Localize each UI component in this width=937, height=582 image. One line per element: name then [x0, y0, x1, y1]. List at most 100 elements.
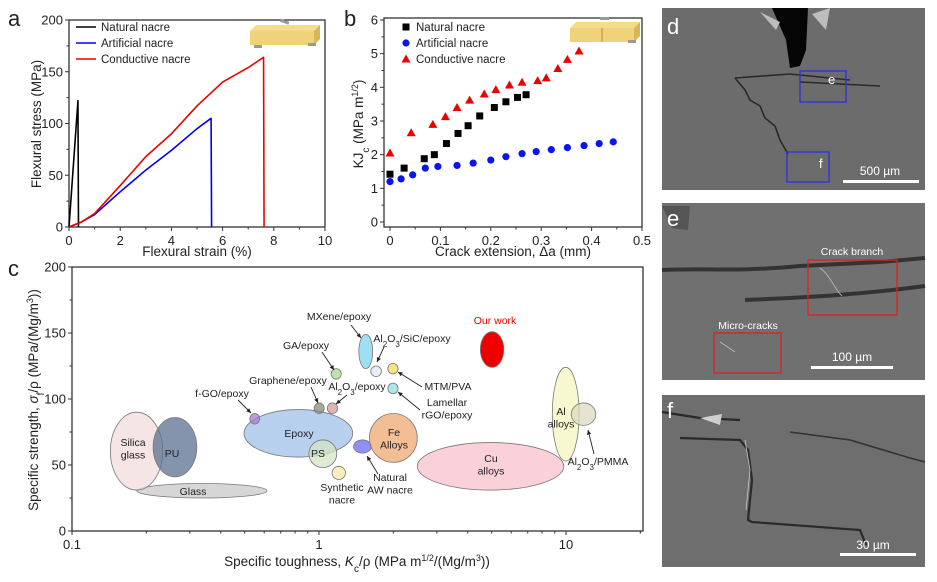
- y-tick-label: 100: [44, 392, 66, 407]
- data-point-square: [454, 129, 462, 137]
- region-graphene: [313, 402, 325, 414]
- arrow-head-icon: [398, 372, 403, 377]
- y-axis-label: Flexural stress (MPa): [29, 60, 44, 188]
- data-point-circle: [434, 162, 442, 171]
- x-tick-label: 10: [559, 537, 573, 552]
- legend-label: Natural nacre: [101, 22, 170, 34]
- data-point-circle: [502, 153, 510, 161]
- data-point-triangle: [574, 46, 584, 55]
- notched-beam-icon: [570, 17, 640, 43]
- data-point-triangle: [428, 119, 438, 128]
- region-label-ourwork: Our work: [474, 315, 517, 327]
- y-tick-label: 50: [49, 168, 63, 183]
- x-tick-label: 0: [386, 233, 393, 248]
- plot-frame: [383, 17, 643, 228]
- y-tick-label: 0: [56, 220, 63, 235]
- data-point-square: [400, 164, 408, 172]
- scale-bar-label: 100 µm: [832, 350, 872, 364]
- y-tick-label: 4: [371, 80, 378, 95]
- x-tick-label: 0.2: [482, 233, 500, 248]
- legend: Natural nacre Artificial nacre Conductive …: [76, 22, 191, 66]
- scale-bar: [811, 366, 893, 369]
- panel-label-f: f: [667, 398, 674, 423]
- region-label-mxene: MXene/epoxy: [307, 311, 372, 323]
- scale-bar-label: 30 µm: [856, 538, 890, 552]
- data-point-triangle: [562, 54, 572, 63]
- y-tick-label: 100: [41, 116, 63, 131]
- x-tick-label: 0.3: [532, 233, 550, 248]
- region-label-glass: Glass: [180, 486, 207, 498]
- region-label-fe: Fe Alloys: [380, 427, 408, 452]
- data-point-circle: [532, 148, 540, 156]
- sem-image-e: e Crack branch Micro-cracks 100 µm: [661, 203, 926, 380]
- y-tick-label: 150: [41, 64, 63, 79]
- panel-label-e: e: [667, 206, 679, 231]
- data-point-triangle: [541, 73, 551, 82]
- inset-box-f: [786, 151, 830, 183]
- arrow-head-icon: [356, 333, 361, 338]
- data-point-triangle: [406, 128, 416, 137]
- region-label-mtm: MTM/PVA: [424, 381, 471, 393]
- region-label-synthetic: Synthetic nacre: [320, 482, 363, 507]
- data-point-triangle: [401, 54, 411, 63]
- region-mtm: [387, 362, 399, 375]
- x-axis-label: Flexural strain (%): [142, 244, 252, 259]
- y-tick-label: 0: [59, 524, 66, 539]
- scale-bar: [843, 180, 919, 183]
- region-ga: [330, 368, 342, 380]
- y-tick-label: 200: [44, 260, 66, 275]
- data-point-square: [502, 98, 510, 106]
- arrow-head-icon: [336, 399, 341, 404]
- series-artificial-nacre: [386, 138, 617, 186]
- arrow-head-icon: [329, 365, 334, 370]
- region-ourwork: [479, 331, 505, 368]
- legend-label: Conductive nacre: [416, 54, 506, 66]
- panel-label-c: c: [8, 256, 19, 281]
- region-al2o3pmma: [570, 402, 597, 426]
- legend: Natural nacre Artificial nacre Conductive …: [401, 22, 506, 66]
- data-point-square: [522, 91, 530, 99]
- arrow-head-icon: [376, 357, 381, 362]
- y-tick-label: 3: [371, 113, 378, 128]
- data-point-circle: [487, 156, 495, 164]
- arrow-head-icon: [367, 456, 372, 461]
- y-tick-label: 1: [371, 181, 378, 196]
- region-label-epoxy: Epoxy: [284, 428, 314, 440]
- data-point-square: [430, 151, 438, 159]
- scale-bar: [840, 553, 916, 556]
- region-label-lamellar: Lamellar rGO/epoxy: [422, 397, 474, 422]
- region-label-al2o3epoxy: Al2O3/epoxy: [328, 381, 386, 397]
- region-fgo: [249, 413, 261, 425]
- legend-label: Conductive nacre: [101, 54, 191, 66]
- data-point-square: [402, 23, 410, 31]
- legend-label: Natural nacre: [416, 22, 485, 34]
- arrow: [397, 391, 421, 411]
- y-axis-label: KJc (MPa m1/2): [350, 80, 372, 169]
- data-point-triangle: [517, 77, 527, 86]
- y-tick-label: 50: [52, 458, 66, 473]
- region-mxene: [358, 333, 374, 370]
- data-point-square: [420, 155, 428, 163]
- data-point-circle: [386, 177, 394, 186]
- inset-box-label-e: e: [828, 72, 835, 87]
- data-point-circle: [397, 175, 405, 183]
- y-tick-label: 2: [371, 147, 378, 162]
- data-point-square: [386, 170, 394, 178]
- region-label-al: Al alloys: [548, 406, 575, 431]
- region-label-ga: GA/epoxy: [283, 340, 330, 352]
- data-point-triangle: [533, 76, 543, 85]
- x-axis-label: Crack extension, Δa (mm): [435, 244, 591, 259]
- region-label-graphene: Graphene/epoxy: [249, 375, 327, 387]
- data-point-triangle: [385, 148, 395, 157]
- arrow: [397, 371, 423, 388]
- x-tick-label: 6: [219, 233, 226, 248]
- region-label-al2o3pmma: Al2O3/PMMA: [568, 456, 629, 472]
- data-point-square: [442, 140, 450, 148]
- arrow-head-icon: [246, 408, 251, 413]
- data-point-triangle: [491, 85, 501, 94]
- region-al2o3sic: [370, 365, 382, 377]
- panel-label-a: a: [8, 6, 21, 31]
